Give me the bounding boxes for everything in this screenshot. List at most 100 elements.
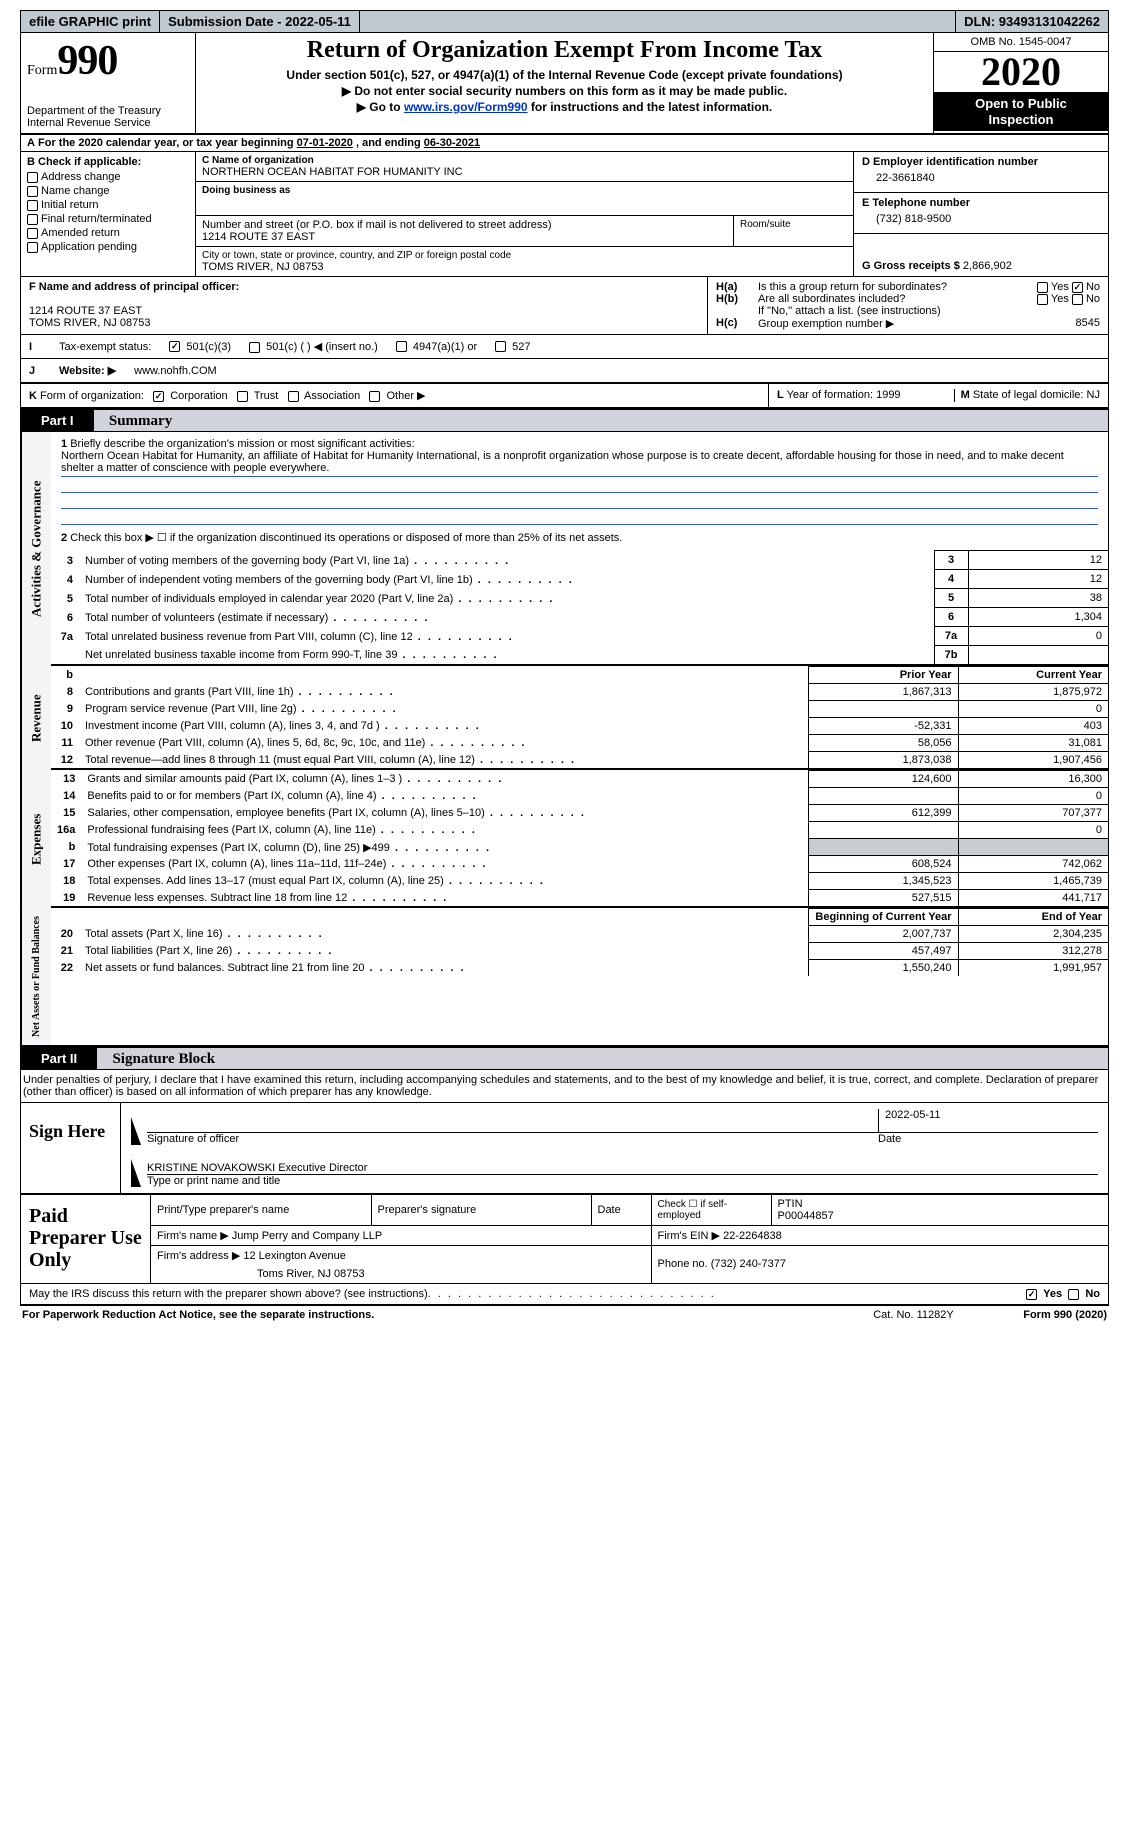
k-l-m-row: K Form of organization: Corporation Trus… [20, 384, 1109, 409]
row-num: 8 [51, 684, 79, 701]
net-hdr-blank-n [51, 909, 79, 926]
i-letter: I [29, 341, 41, 353]
sig-intro: Under penalties of perjury, I declare th… [20, 1070, 1109, 1102]
mission-blank-2 [61, 493, 1098, 509]
i-4947[interactable]: 4947(a)(1) or [396, 341, 477, 353]
l-letter: L [777, 389, 784, 401]
table-row: 12Total revenue—add lines 8 through 11 (… [51, 752, 1108, 769]
street-value: 1214 ROUTE 37 EAST [202, 231, 727, 243]
table-row: 19Revenue less expenses. Subtract line 1… [51, 890, 1108, 907]
chk-name-change[interactable]: Name change [27, 185, 189, 197]
a-mid: , and ending [353, 137, 424, 149]
tab-governance: Activities & Governance [21, 432, 51, 666]
row-num: 7a [51, 627, 79, 646]
firm-name-label: Firm's name ▶ [157, 1230, 229, 1242]
table-row: 9Program service revenue (Part VIII, lin… [51, 701, 1108, 718]
form-note-2: ▶ Go to www.irs.gov/Form990 for instruct… [202, 100, 927, 114]
ha-yes-chk[interactable] [1037, 282, 1048, 293]
chk-application-pending[interactable]: Application pending [27, 241, 189, 253]
a-begin: 07-01-2020 [297, 137, 353, 149]
row-label: Benefits paid to or for members (Part IX… [81, 788, 808, 805]
irs-link[interactable]: www.irs.gov/Form990 [404, 100, 528, 114]
topbar: efile GRAPHIC print Submission Date - 20… [20, 10, 1109, 33]
i-501c[interactable]: 501(c) ( ) ◀ (insert no.) [249, 340, 378, 353]
col-end: End of Year [958, 909, 1108, 926]
row-prior: 1,867,313 [808, 684, 958, 701]
chk-initial-return[interactable]: Initial return [27, 199, 189, 211]
box-l: L Year of formation: 1999 [777, 389, 955, 402]
prep-name-label: Print/Type preparer's name [151, 1195, 371, 1226]
k-other[interactable]: Other ▶ [369, 390, 425, 402]
ptin-cell: PTINP00044857 [771, 1195, 1108, 1226]
row-num: 20 [51, 926, 79, 943]
f-line1: 1214 ROUTE 37 EAST [29, 305, 699, 317]
row-prior: 1,873,038 [808, 752, 958, 769]
row-current: 0 [958, 822, 1108, 839]
row-prior: 58,056 [808, 735, 958, 752]
i-501c3[interactable]: 501(c)(3) [169, 341, 231, 353]
chk-address-change[interactable]: Address change [27, 171, 189, 183]
chk-amended-return-label: Amended return [41, 227, 120, 239]
k-corp[interactable]: Corporation [153, 390, 228, 402]
form-word: Form [27, 63, 57, 78]
hc-text: Group exemption number ▶ [758, 317, 1056, 330]
room-cell: Room/suite [733, 216, 853, 247]
header-center: Return of Organization Exempt From Incom… [196, 33, 933, 133]
sig-date: 2022-05-11 [878, 1109, 1098, 1132]
k-trust[interactable]: Trust [237, 390, 279, 402]
discuss-row: May the IRS discuss this return with the… [20, 1284, 1109, 1306]
dln-cell: DLN: 93493131042262 [955, 11, 1108, 32]
hb-label: H(b) [716, 293, 758, 305]
row-label: Net assets or fund balances. Subtract li… [79, 960, 808, 977]
footer-left: For Paperwork Reduction Act Notice, see … [22, 1309, 873, 1321]
part2-title: Signature Block [112, 1051, 215, 1068]
ein-value: 22-3661840 [876, 172, 1100, 184]
net-hdr-blank [79, 909, 808, 926]
m-text: State of legal domicile: [973, 389, 1087, 401]
row-current: 1,875,972 [958, 684, 1108, 701]
submission-date: 2022-05-11 [285, 14, 351, 29]
form-title: Return of Organization Exempt From Incom… [202, 37, 927, 64]
ha-no-chk[interactable] [1072, 282, 1083, 293]
chk-address-change-label: Address change [41, 171, 121, 183]
row-num: 16a [51, 822, 81, 839]
row-current: 2,304,235 [958, 926, 1108, 943]
chk-final-return[interactable]: Final return/terminated [27, 213, 189, 225]
row-num: 12 [51, 752, 79, 769]
rev-hdr-blank-n: b [51, 667, 79, 684]
box-d: D Employer identification number 22-3661… [853, 152, 1108, 193]
arrow-icon: ▶ [357, 100, 370, 114]
hb-no-chk[interactable] [1072, 294, 1083, 305]
discuss-no-chk[interactable] [1068, 1289, 1079, 1300]
hb-yes-chk[interactable] [1037, 294, 1048, 305]
footer-mid: Cat. No. 11282Y [873, 1309, 1023, 1321]
firm-ein-label: Firm's EIN ▶ [658, 1230, 721, 1242]
tab-expenses: Expenses [21, 770, 51, 908]
footer-right-post: (2020) [1072, 1309, 1107, 1321]
row-current: 441,717 [958, 890, 1108, 907]
street-row: Number and street (or P.O. box if mail i… [196, 216, 853, 247]
sig-arrow-1-icon [131, 1117, 141, 1145]
footer-right-pre: Form [1023, 1309, 1054, 1321]
discuss-yes-chk[interactable] [1026, 1289, 1037, 1300]
row-current: 0 [958, 788, 1108, 805]
part1-label: Part I [21, 410, 94, 431]
k-assoc[interactable]: Association [288, 390, 361, 402]
box-j: J Website: ▶ www.nohfh.COM [20, 359, 1109, 384]
gross-label: G Gross receipts $ [862, 260, 963, 272]
l-text: Year of formation: [787, 389, 876, 401]
box-m: M State of legal domicile: NJ [955, 389, 1100, 402]
firm-name: Jump Perry and Company LLP [232, 1230, 382, 1242]
hc-value: 8545 [1076, 317, 1100, 329]
chk-amended-return[interactable]: Amended return [27, 227, 189, 239]
part2-bar: Part II Signature Block [20, 1047, 1109, 1070]
note2-post: for instructions and the latest informat… [528, 100, 773, 114]
officer-name: KRISTINE NOVAKOWSKI Executive Director [147, 1162, 367, 1174]
row-label: Number of voting members of the governin… [79, 551, 934, 570]
table-row: 5Total number of individuals employed in… [51, 589, 1108, 608]
phone-value: (732) 818-9500 [876, 213, 1100, 225]
q1-text: Briefly describe the organization's miss… [70, 438, 414, 450]
note2-pre: Go to [369, 100, 404, 114]
i-527[interactable]: 527 [495, 341, 530, 353]
form-number-block: Form990 [27, 37, 189, 85]
